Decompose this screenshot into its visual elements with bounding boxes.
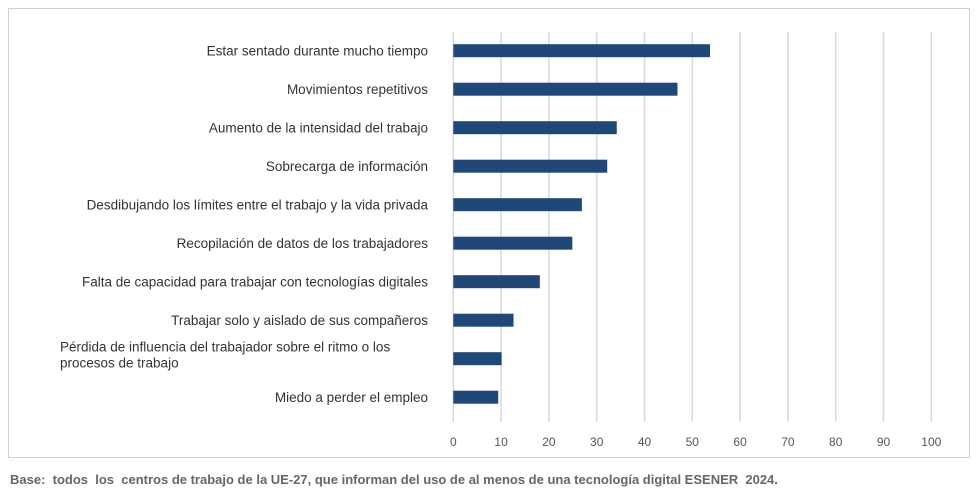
x-tick-label: 90: [877, 435, 891, 449]
bar: [453, 352, 502, 366]
bar: [453, 159, 608, 173]
x-tick-label: 30: [590, 435, 604, 449]
category-label: Miedo a perder el empleo: [275, 390, 428, 405]
bar: [453, 275, 540, 289]
category-label: Pérdida de influencia del trabajador sob…: [60, 340, 390, 355]
footer-note: Base: todos los centros de trabajo de la…: [10, 472, 778, 487]
bar-chart: 0 10 20 30 40 50 60 70 80 90 100 Estar sentado dura…: [60, 32, 942, 449]
x-tick-label: 20: [542, 435, 556, 449]
x-tick-label: 0: [450, 435, 457, 449]
category-label: procesos de trabajo: [60, 356, 179, 371]
category-label: Desdibujando los límites entre el trabaj…: [87, 198, 429, 213]
bar: [453, 390, 499, 404]
category-label: Estar sentado durante mucho tiempo: [207, 44, 428, 59]
category-label: Sobrecarga de información: [266, 159, 428, 174]
category-label: Movimientos repetitivos: [287, 82, 428, 97]
bar: [453, 236, 573, 250]
x-tick-label: 100: [921, 435, 941, 449]
chart-frame: [8, 8, 970, 458]
bar: [453, 198, 582, 212]
category-label: Trabajar solo y aislado de sus compañero…: [171, 313, 428, 328]
x-tick-label: 70: [781, 435, 795, 449]
bar: [453, 313, 514, 327]
bar: [453, 82, 678, 96]
x-tick-label: 60: [733, 435, 747, 449]
category-label: Aumento de la intensidad del trabajo: [209, 121, 428, 136]
bar: [453, 121, 617, 135]
x-tick-label: 50: [686, 435, 700, 449]
category-label: Recopilación de datos de los trabajadore…: [177, 236, 429, 251]
category-label: Falta de capacidad para trabajar con tec…: [82, 275, 428, 290]
x-tick-label: 40: [638, 435, 652, 449]
bar: [453, 44, 710, 58]
x-tick-label: 10: [494, 435, 508, 449]
x-tick-label: 80: [829, 435, 843, 449]
